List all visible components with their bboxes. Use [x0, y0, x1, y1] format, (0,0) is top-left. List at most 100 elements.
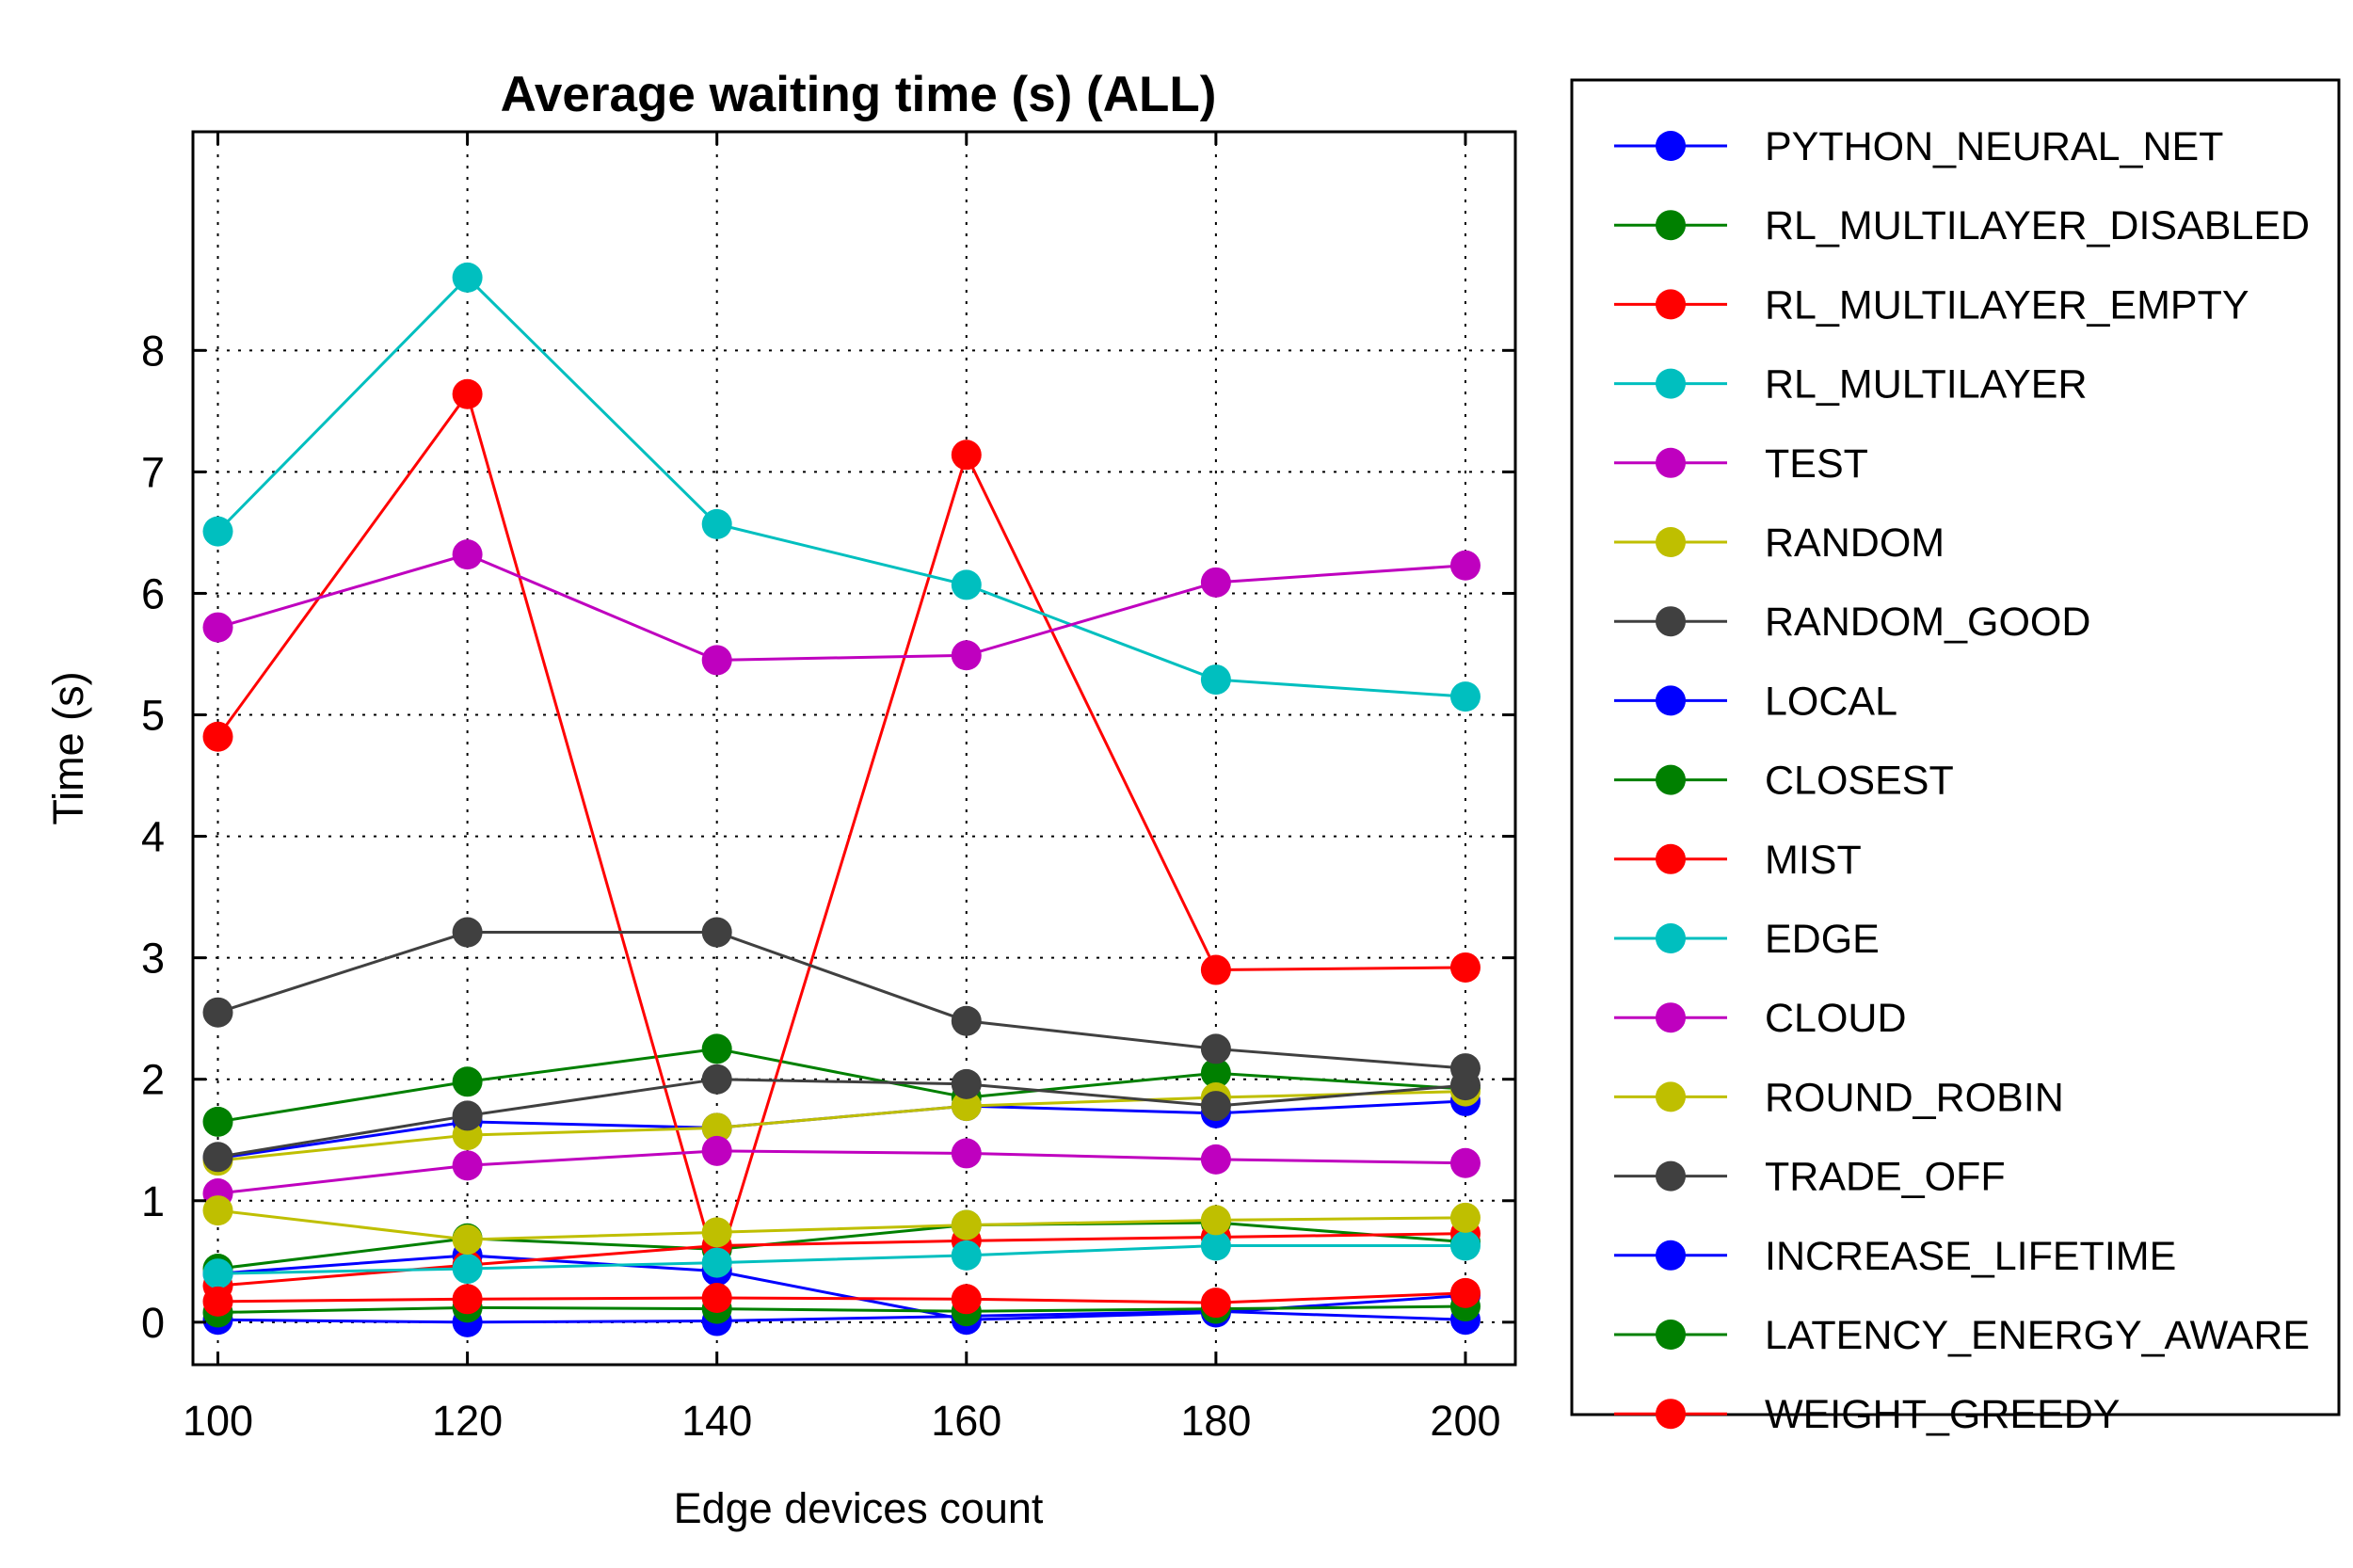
- legend-label: PYTHON_NEURAL_NET: [1765, 124, 2223, 169]
- data-point: [1200, 1091, 1231, 1122]
- legend-label: TRADE_OFF: [1765, 1155, 2006, 1200]
- data-point: [202, 1142, 233, 1173]
- plot-frame: [191, 130, 1517, 1367]
- legend-marker: [1656, 368, 1686, 399]
- legend-label: RL_MULTILAYER: [1765, 362, 2088, 408]
- y-tick-label: 8: [141, 327, 165, 375]
- data-point: [1449, 681, 1481, 712]
- y-tick-label: 6: [141, 569, 165, 617]
- data-point: [452, 1224, 483, 1256]
- legend-marker: [1656, 923, 1686, 953]
- legend-item: RANDOM_GOOD: [1614, 600, 2090, 645]
- data-point: [701, 1135, 732, 1166]
- series-line: [217, 1078, 1466, 1159]
- data-point: [202, 1286, 233, 1317]
- legend-item: WEIGHT_GREEDY: [1614, 1392, 2121, 1437]
- legend-item: PYTHON_NEURAL_NET: [1614, 124, 2223, 169]
- data-point: [1449, 1277, 1481, 1308]
- series-rl-multilayer-empty: [202, 378, 1481, 1286]
- legend-marker: [1656, 289, 1686, 320]
- data-point: [1200, 1033, 1231, 1064]
- data-point: [202, 1106, 233, 1137]
- series-trade-off: [202, 917, 1481, 1084]
- legend-item: RL_MULTILAYER_EMPTY: [1614, 282, 2249, 328]
- data-point: [1200, 1230, 1231, 1261]
- data-point: [951, 1091, 982, 1122]
- legend-label: RANDOM_GOOD: [1765, 600, 2090, 645]
- series-line: [217, 1099, 1466, 1160]
- legend-marker: [1656, 764, 1686, 795]
- data-point: [951, 569, 982, 600]
- legend-item: EDGE: [1614, 917, 1880, 962]
- legend-item: TRADE_OFF: [1614, 1155, 2006, 1200]
- x-tick-label: 180: [1180, 1397, 1251, 1445]
- legend-marker: [1656, 606, 1686, 637]
- data-point: [701, 1112, 732, 1144]
- series-line: [217, 1090, 1466, 1162]
- data-point: [1200, 954, 1231, 985]
- data-point: [701, 917, 732, 948]
- series-random-good: [202, 1064, 1481, 1173]
- series-line: [217, 1149, 1466, 1195]
- data-point: [202, 612, 233, 643]
- data-point: [1449, 1147, 1481, 1178]
- data-point: [1200, 664, 1231, 696]
- y-tick-label: 5: [141, 692, 165, 740]
- legend-marker: [1656, 1399, 1686, 1430]
- legend: PYTHON_NEURAL_NET RL_MULTILAYER_DISABLED R…: [1570, 78, 2341, 1437]
- series-line: [217, 1221, 1466, 1271]
- data-point: [701, 1217, 732, 1248]
- legend-item: MIST: [1614, 838, 1862, 883]
- data-point: [1200, 1288, 1231, 1319]
- data-point: [202, 997, 233, 1028]
- series-round-robin: [202, 1195, 1481, 1256]
- legend-item: INCREASE_LIFETIME: [1614, 1234, 2176, 1279]
- series-cloud: [202, 1135, 1481, 1209]
- legend-item: CLOSEST: [1614, 759, 1954, 804]
- series-line: [216, 275, 1466, 698]
- data-point: [452, 1066, 483, 1097]
- legend-label: RANDOM: [1765, 520, 1945, 566]
- y-axis-label: Time (s): [44, 671, 92, 824]
- legend-label: CLOUD: [1765, 996, 1907, 1041]
- legend-marker: [1656, 1240, 1686, 1271]
- legend-marker: [1656, 1320, 1686, 1350]
- data-point: [202, 1258, 233, 1289]
- data-point: [951, 1284, 982, 1315]
- y-tick-label: 3: [141, 935, 165, 983]
- series-line: [217, 552, 1466, 662]
- legend-marker: [1656, 1160, 1686, 1192]
- legend-item: ROUND_ROBIN: [1614, 1075, 2064, 1120]
- x-tick-label: 140: [681, 1397, 752, 1445]
- data-point: [951, 1138, 982, 1169]
- legend-item: LOCAL: [1614, 679, 1897, 724]
- grid-lines: [193, 132, 1515, 1365]
- legend-item: RL_MULTILAYER_DISABLED: [1614, 203, 2310, 248]
- data-point: [452, 262, 483, 293]
- legend-label: WEIGHT_GREEDY: [1765, 1392, 2121, 1437]
- chart-title: Average waiting time (s) (ALL): [501, 67, 1217, 122]
- data-point: [452, 378, 483, 409]
- axis-ticks: 100 120 140 160 180 200 0 1 2 3 4 5 6 7 8: [141, 132, 1515, 1445]
- legend-label: ROUND_ROBIN: [1765, 1075, 2064, 1120]
- series-weight-greedy: [202, 1277, 1481, 1319]
- legend-marker: [1656, 1081, 1686, 1112]
- legend-item: RANDOM: [1614, 520, 1945, 566]
- data-point: [452, 1254, 483, 1285]
- y-tick-label: 4: [141, 813, 165, 861]
- series-increase-lifetime: [202, 1296, 1481, 1337]
- legend-label: LATENCY_ENERGY_AWARE: [1765, 1313, 2310, 1358]
- y-tick-label: 1: [141, 1177, 165, 1225]
- legend-label: LOCAL: [1765, 679, 1897, 724]
- y-tick-label: 7: [141, 448, 165, 496]
- legend-label: TEST: [1765, 441, 1868, 487]
- data-point: [452, 1100, 483, 1131]
- data-point: [951, 1240, 982, 1271]
- data-point: [1449, 550, 1481, 581]
- data-point: [1200, 567, 1231, 598]
- legend-label: MIST: [1765, 838, 1862, 883]
- y-tick-label: 2: [141, 1056, 165, 1104]
- data-point: [1449, 952, 1481, 983]
- legend-marker: [1656, 447, 1686, 478]
